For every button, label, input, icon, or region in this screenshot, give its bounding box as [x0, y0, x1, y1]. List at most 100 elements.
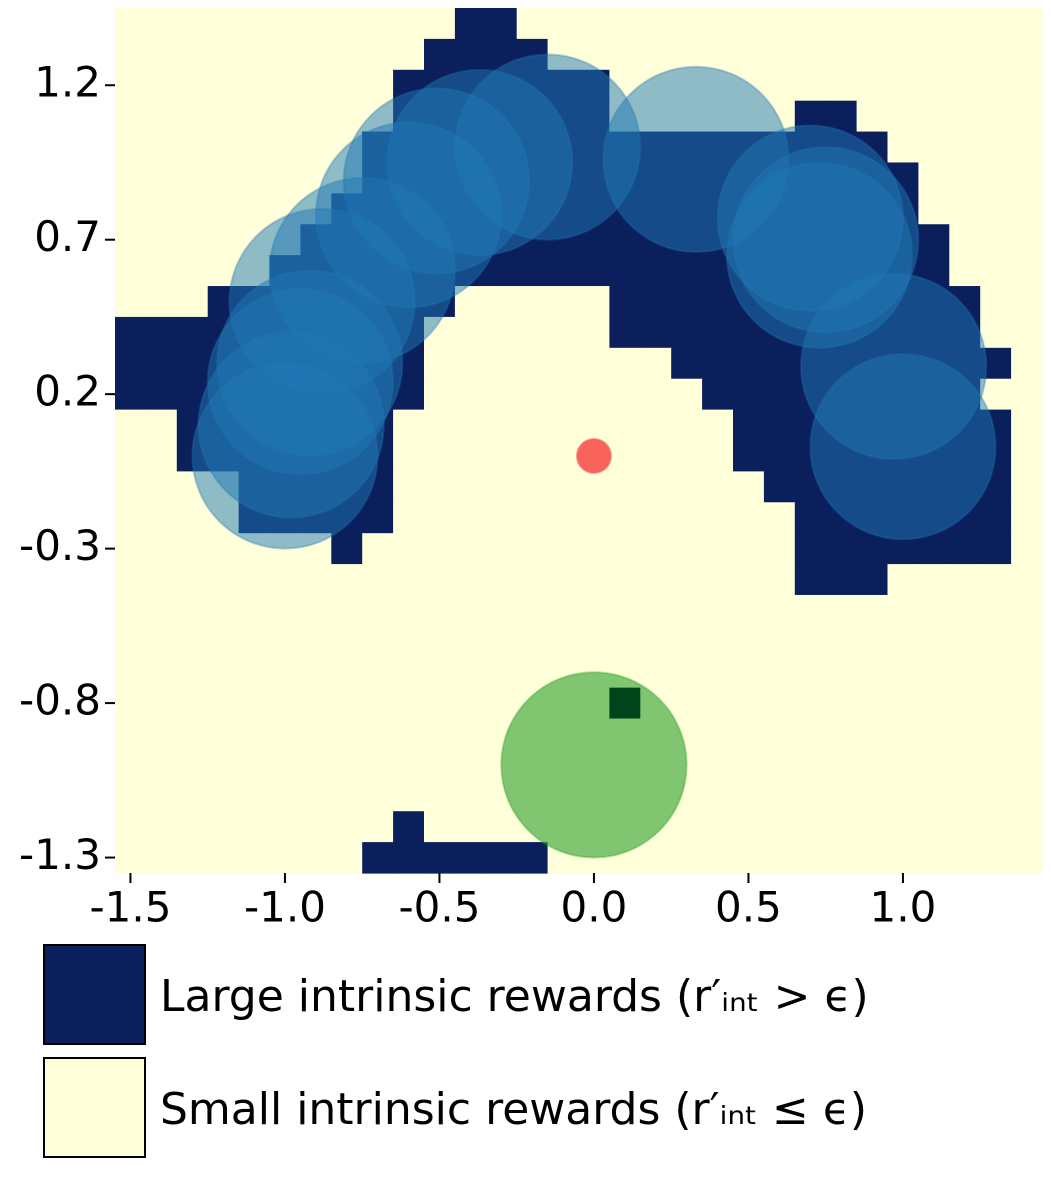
grid-cell — [176, 69, 209, 102]
grid-cell — [300, 38, 332, 71]
grid-cell — [825, 780, 858, 812]
grid-cell — [640, 625, 672, 658]
grid-cell — [238, 656, 271, 689]
grid-cell — [949, 69, 981, 102]
grid-cell — [269, 8, 301, 40]
x-tick-label: 0.0 — [561, 883, 628, 932]
grid-cell — [238, 718, 271, 751]
x-tick-label: -1.0 — [244, 883, 326, 932]
grid-cell — [516, 502, 549, 534]
grid-cell — [640, 38, 672, 71]
grid-cell — [331, 687, 363, 720]
grid-cell — [238, 842, 271, 874]
circle-marker — [809, 353, 997, 541]
grid-cell — [671, 8, 703, 40]
grid-cell — [980, 316, 1012, 349]
grid-cell — [918, 749, 950, 781]
grid-cell — [300, 811, 332, 843]
grid-cell — [454, 564, 487, 596]
grid-cell — [733, 440, 765, 472]
grid-cell — [424, 718, 456, 751]
grid-cell — [763, 502, 796, 534]
grid-cell — [145, 564, 178, 596]
grid-cell — [176, 316, 209, 349]
grid-cell — [856, 656, 889, 689]
grid-cell — [115, 255, 147, 287]
grid-cell — [115, 749, 147, 781]
grid-cell — [609, 564, 641, 596]
grid-cell — [733, 378, 765, 411]
grid-cell — [949, 533, 981, 565]
grid-cell — [794, 564, 827, 596]
grid-cell — [609, 625, 641, 658]
grid-cell — [578, 533, 610, 565]
grid-cell — [949, 687, 981, 720]
grid-cell — [362, 533, 394, 565]
grid-cell — [176, 131, 209, 164]
grid-cell — [207, 533, 240, 565]
grid-cell — [331, 564, 363, 596]
grid-cell — [424, 347, 456, 380]
grid-cell — [763, 378, 796, 411]
grid-cell — [763, 811, 796, 843]
grid-cell — [485, 347, 518, 380]
legend-label: Large intrinsic rewards (r′ᵢₙₜ > ϵ) — [160, 971, 869, 1022]
grid-cell — [794, 502, 827, 534]
grid-cell — [887, 594, 919, 627]
grid-cell — [115, 811, 147, 843]
grid-cell — [980, 687, 1012, 720]
grid-cell — [547, 255, 580, 287]
grid-cell — [176, 224, 209, 256]
grid-cell — [207, 224, 240, 256]
grid-cell — [949, 594, 981, 627]
grid-cell — [424, 564, 456, 596]
grid-cell — [145, 780, 178, 812]
grid-cell — [640, 564, 672, 596]
grid-cell — [671, 409, 703, 442]
grid-cell — [176, 749, 209, 781]
grid-cell — [640, 533, 672, 565]
grid-cell — [485, 811, 518, 843]
grid-cell — [578, 409, 610, 442]
grid-cell — [1011, 564, 1043, 596]
grid-cell — [238, 564, 271, 596]
grid-cell — [454, 780, 487, 812]
grid-cell — [331, 594, 363, 627]
grid-cell — [887, 780, 919, 812]
grid-cell — [516, 316, 549, 349]
grid-cell — [640, 347, 672, 380]
grid-cell — [949, 656, 981, 689]
grid-cell — [640, 440, 672, 472]
grid-cell — [362, 842, 394, 874]
grid-cell — [145, 594, 178, 627]
grid-cell — [424, 749, 456, 781]
grid-cell — [207, 131, 240, 164]
grid-cell — [207, 718, 240, 751]
grid-cell — [578, 255, 610, 287]
grid-cell — [145, 69, 178, 102]
grid-cell — [856, 718, 889, 751]
grid-cell — [856, 749, 889, 781]
grid-cell — [424, 842, 456, 874]
grid-cell — [454, 842, 487, 874]
grid-cell — [671, 316, 703, 349]
grid-cell — [671, 347, 703, 380]
grid-cell — [733, 687, 765, 720]
grid-cell — [115, 316, 147, 349]
grid-cell — [702, 440, 734, 472]
grid-cell — [547, 286, 580, 318]
grid-cell — [454, 8, 487, 40]
grid-cell — [362, 38, 394, 71]
grid-cell — [733, 8, 765, 40]
grid-cell — [733, 502, 765, 534]
grid-cell — [207, 564, 240, 596]
grid-cell — [269, 842, 301, 874]
grid-cell — [269, 656, 301, 689]
grid-cell — [331, 811, 363, 843]
grid-cell — [1011, 502, 1043, 534]
grid-cell — [825, 594, 858, 627]
grid-cell — [485, 564, 518, 596]
grid-cell — [980, 842, 1012, 874]
grid-cell — [207, 842, 240, 874]
